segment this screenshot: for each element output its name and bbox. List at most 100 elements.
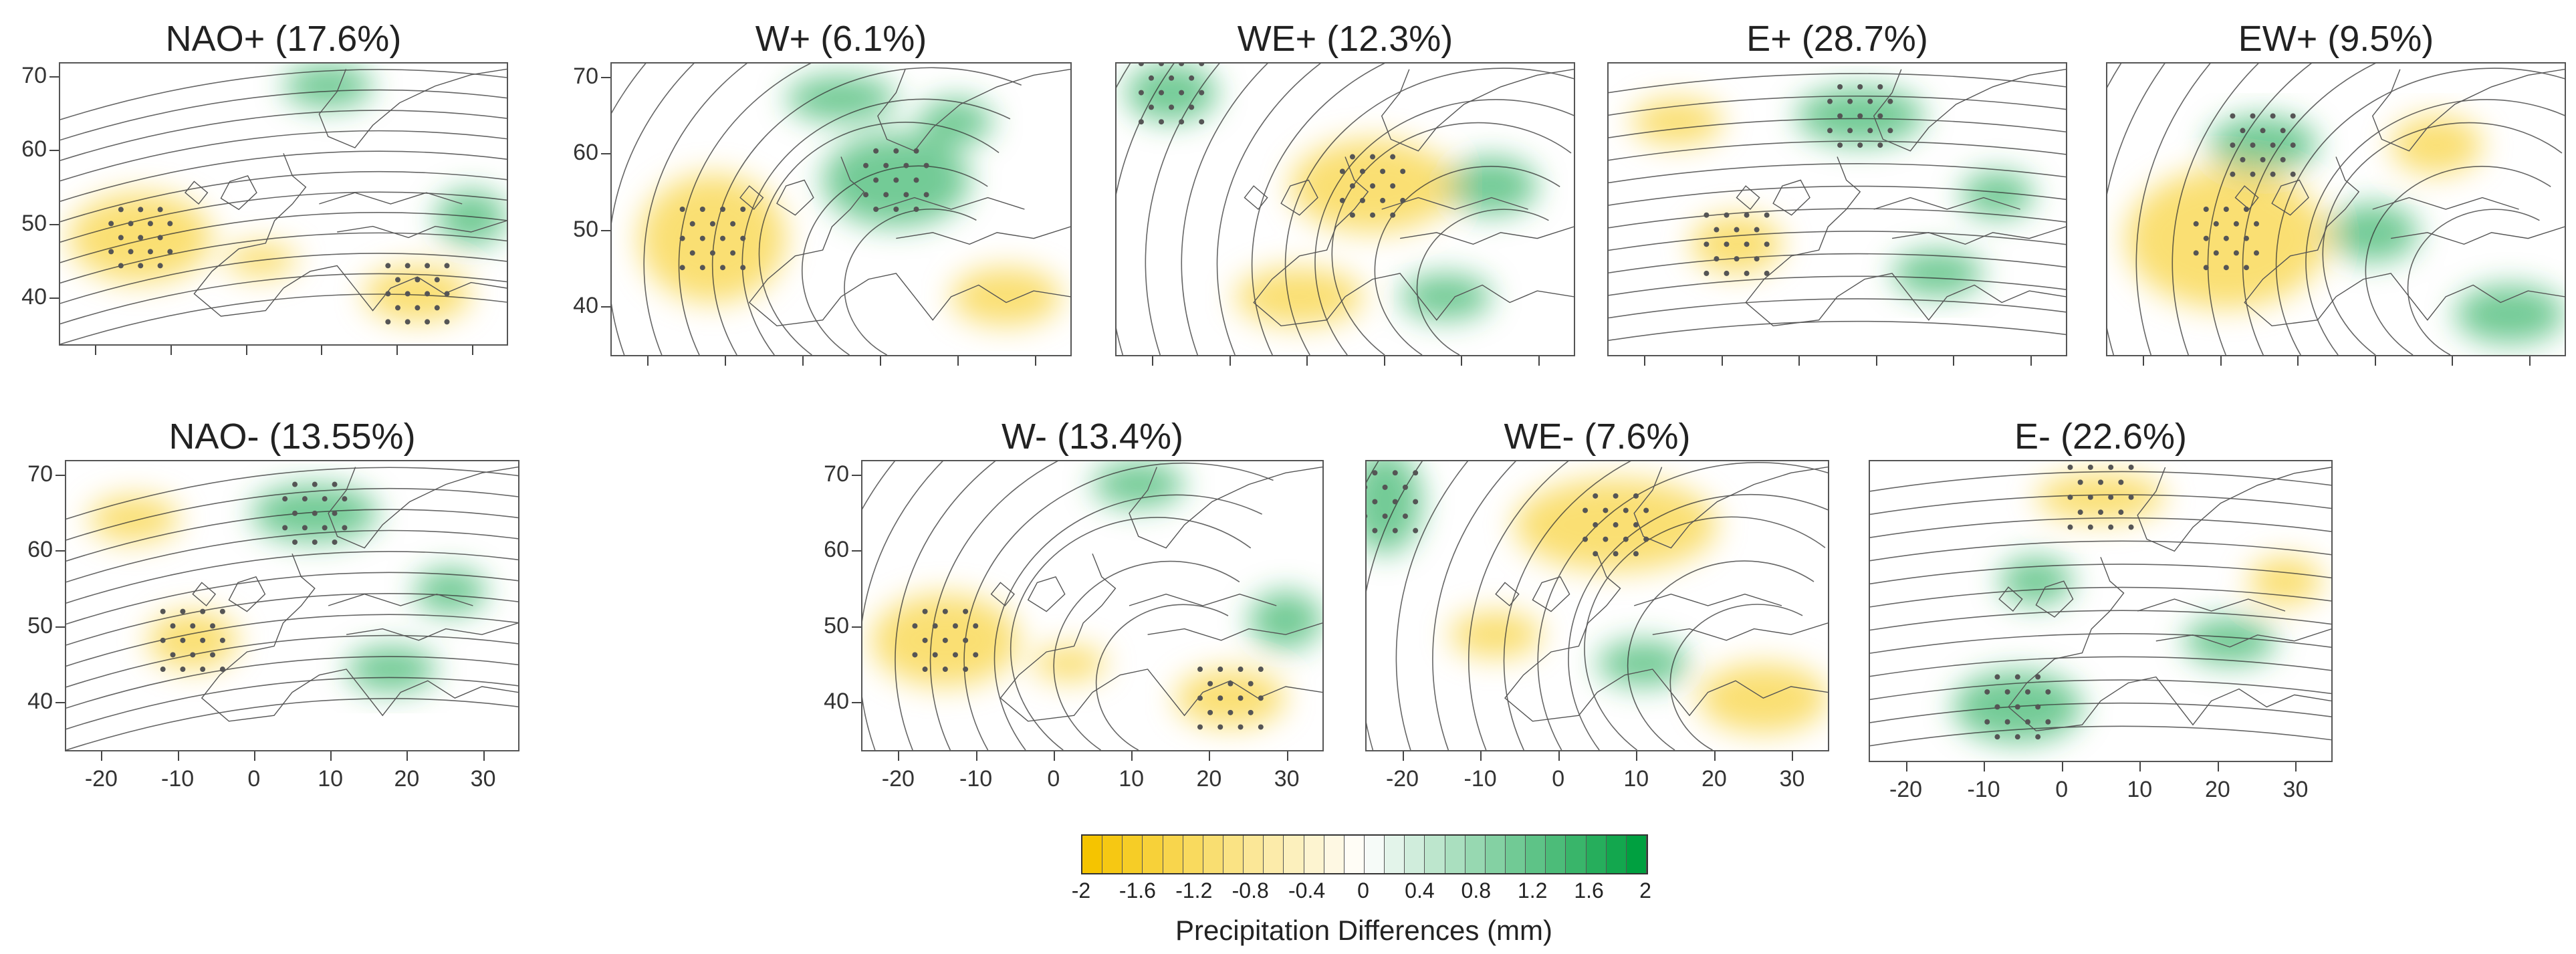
significance-dot [167, 249, 173, 255]
colorbar-tick-label: 2 [1639, 878, 1651, 903]
pressure-contour [1609, 95, 2066, 116]
significance-dot [903, 192, 909, 198]
colorbar-segment [1546, 836, 1566, 873]
dry-anomaly-area [364, 265, 471, 322]
significance-dot [2233, 221, 2239, 227]
x-tick-label: -20 [1889, 777, 1923, 802]
colorbar-segment [1304, 836, 1324, 873]
x-tick-label: 0 [247, 766, 261, 792]
significance-dot [932, 623, 938, 629]
significance-dot [2233, 250, 2239, 256]
colorbar [1081, 834, 1648, 874]
pressure-contour [1609, 163, 2066, 184]
y-tick-label: 40 [573, 293, 598, 319]
significance-dot [1704, 270, 1710, 276]
x-tick-label: 30 [1274, 766, 1300, 792]
pressure-contour [963, 462, 1274, 750]
colorbar-tick-label: 1.2 [1517, 878, 1548, 903]
significance-dot [200, 637, 206, 643]
pressure-contour [1314, 99, 1574, 355]
significance-dot [1199, 64, 1205, 66]
significance-dot [1994, 734, 2000, 740]
wet-anomaly-area [2454, 285, 2565, 344]
pressure-contour [2322, 122, 2563, 355]
pressure-contour [1584, 516, 1826, 750]
significance-dot [404, 263, 411, 269]
significance-dot [425, 319, 431, 325]
x-tick-label: 30 [470, 766, 496, 792]
significance-dot [1370, 154, 1376, 160]
wet-anomaly-area [1400, 273, 1492, 320]
significance-dot [1827, 128, 1833, 134]
significance-dot [1984, 719, 1990, 725]
x-tick-mark [396, 346, 398, 355]
significance-dot [1877, 113, 1883, 119]
significance-dot [1623, 536, 1629, 542]
wet-anomaly-area [283, 64, 373, 109]
significance-dot [147, 221, 153, 227]
coastline [2137, 467, 2331, 552]
significance-dot [1339, 197, 1345, 203]
significance-dot [720, 265, 726, 271]
x-tick-mark [245, 346, 247, 355]
significance-dot [913, 148, 919, 154]
coastline [2100, 676, 2331, 726]
significance-dot [434, 277, 440, 283]
significance-dot [912, 652, 918, 658]
significance-dot [444, 319, 450, 325]
significance-dot [2014, 704, 2020, 710]
significance-dot [1704, 212, 1710, 218]
x-tick-mark [957, 356, 959, 366]
significance-dot [1867, 128, 1873, 134]
x-tick-mark [1053, 751, 1055, 761]
pressure-contour [1010, 517, 1252, 750]
significance-dot [1633, 522, 1639, 528]
coastline [1381, 197, 1528, 210]
colorbar-segment [1445, 836, 1466, 873]
coastline [1495, 582, 1520, 606]
significance-dot [2087, 524, 2093, 530]
pressure-contour [66, 677, 518, 730]
colorbar-segment [1505, 836, 1526, 873]
significance-dot [1994, 704, 2000, 710]
significance-dot [1390, 154, 1396, 160]
x-tick-mark [898, 751, 900, 761]
coastline [1873, 69, 2066, 152]
significance-dot [1380, 168, 1386, 174]
significance-dot [1837, 142, 1843, 148]
significance-dot [385, 263, 391, 269]
pressure-contour [1870, 702, 2331, 723]
significance-dot [1392, 527, 1398, 533]
significance-dot [1169, 75, 1175, 81]
significance-dot [893, 207, 899, 212]
x-tick-mark [170, 346, 172, 355]
significance-dot [1744, 212, 1750, 218]
pressure-contour [66, 634, 518, 688]
pressure-contour [60, 89, 507, 141]
pressure-contour [801, 165, 988, 355]
significance-dot [1734, 256, 1740, 262]
significance-dot [1189, 75, 1195, 81]
significance-dot [2108, 524, 2114, 530]
significance-dot [1857, 142, 1863, 148]
significance-dot [1400, 168, 1406, 174]
significance-dot [322, 525, 328, 531]
significance-dot [444, 291, 450, 297]
pressure-contour [60, 232, 507, 284]
panel-nao-minus: NAO- (13.55%) 70 60 50 40 -20 -10 0 10 20 30 [27, 416, 519, 792]
significance-dot [2253, 221, 2259, 227]
significance-dot [2280, 156, 2286, 162]
map-svg [60, 64, 507, 344]
significance-dot [1390, 183, 1396, 189]
significance-dot [160, 608, 166, 614]
panel-we-plus: WE+ (12.3%) [1115, 19, 1575, 366]
pressure-contour [60, 293, 507, 344]
colorbar-segment [1183, 836, 1203, 873]
x-tick-label: -10 [1967, 777, 2000, 802]
coastline [2371, 69, 2565, 152]
map-plot [861, 460, 1324, 751]
x-tick-mark [2220, 356, 2222, 366]
coastline [1092, 669, 1322, 717]
significance-dot [740, 265, 746, 271]
significance-dot [2223, 265, 2229, 271]
